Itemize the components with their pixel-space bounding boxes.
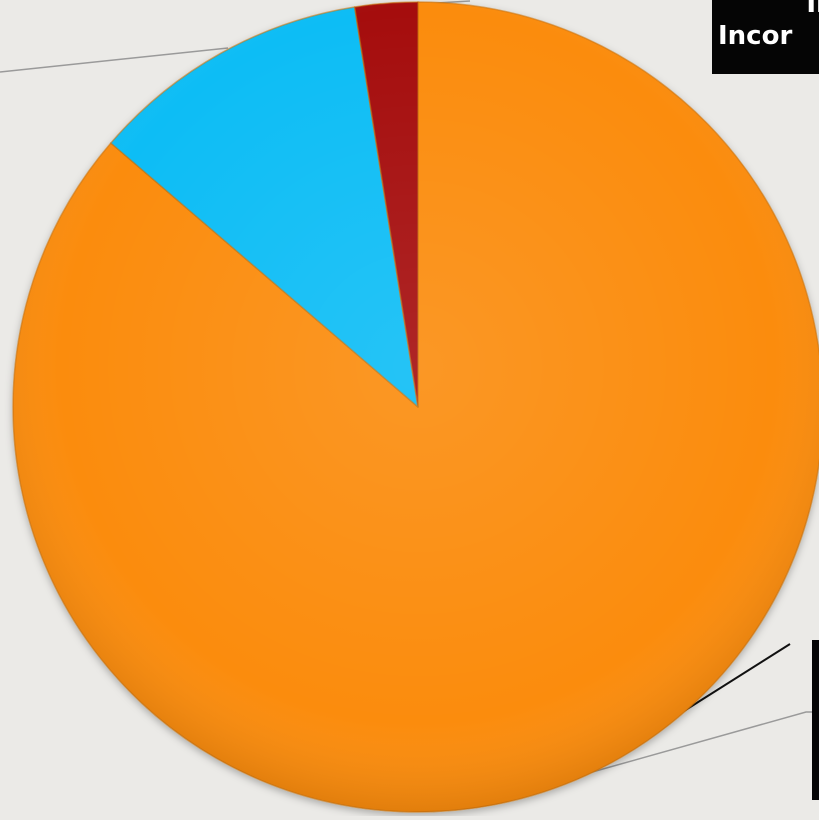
pie-slices [12, 1, 819, 813]
leader-line-top [0, 47, 229, 73]
data-label-bottom-right [812, 640, 819, 800]
data-label-top-line2: Incor [718, 21, 793, 51]
data-label-top-line1: Int [806, 0, 819, 19]
data-label-top-right: Int Incor [712, 0, 819, 74]
